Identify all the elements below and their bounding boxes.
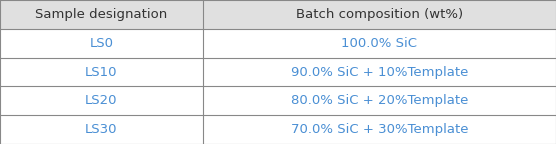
Text: 70.0% SiC + 30%Template: 70.0% SiC + 30%Template [291, 123, 468, 136]
Text: LS10: LS10 [85, 66, 118, 78]
Text: 100.0% SiC: 100.0% SiC [341, 37, 418, 50]
Text: LS0: LS0 [90, 37, 113, 50]
Text: Sample designation: Sample designation [36, 8, 167, 21]
Text: 80.0% SiC + 20%Template: 80.0% SiC + 20%Template [291, 94, 468, 107]
Text: LS20: LS20 [85, 94, 118, 107]
Bar [0, 29, 203, 58]
Bar [203, 0, 556, 29]
Bar [203, 29, 556, 58]
Bar [0, 115, 203, 144]
Bar [0, 58, 203, 86]
Bar [0, 86, 203, 115]
Bar [203, 86, 556, 115]
Text: 90.0% SiC + 10%Template: 90.0% SiC + 10%Template [291, 66, 468, 78]
Bar [203, 115, 556, 144]
Text: Batch composition (wt%): Batch composition (wt%) [296, 8, 463, 21]
Text: LS30: LS30 [85, 123, 118, 136]
Bar [0, 0, 203, 29]
Bar [203, 58, 556, 86]
